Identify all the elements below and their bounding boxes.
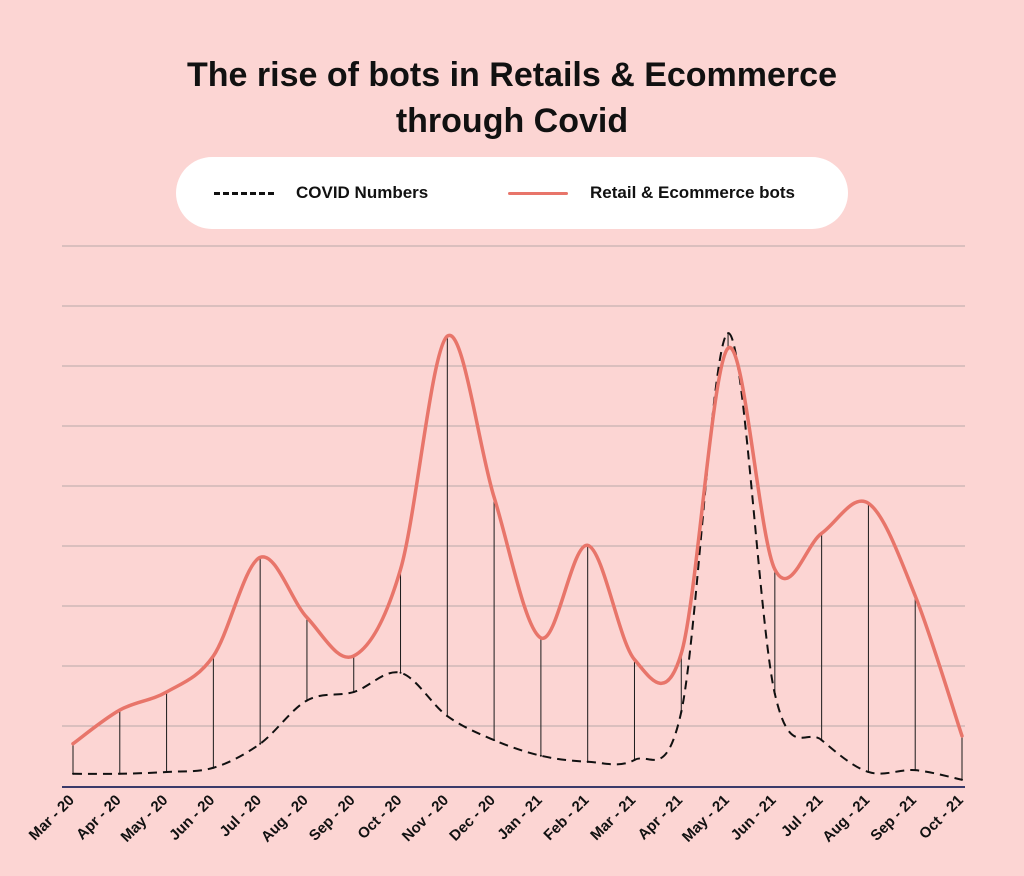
data-point-covid xyxy=(633,758,636,761)
x-tick-label: Sep - 20 xyxy=(306,792,359,845)
x-tick-label: Dec - 20 xyxy=(446,792,499,845)
data-point-bots xyxy=(165,690,169,694)
data-point-covid xyxy=(820,739,823,742)
data-point-bots xyxy=(679,652,683,656)
x-tick-label: Aug - 20 xyxy=(258,792,312,846)
chart-title-line-2: through Covid xyxy=(395,102,629,140)
x-tick-label: Mar - 21 xyxy=(587,792,639,844)
legend-item-covid: COVID Numbers xyxy=(214,157,428,229)
legend-label-covid: COVID Numbers xyxy=(296,183,429,202)
data-point-covid xyxy=(399,671,402,674)
data-point-covid xyxy=(305,699,308,702)
data-point-covid xyxy=(586,760,589,763)
data-point-bots xyxy=(539,636,543,640)
data-point-bots xyxy=(445,334,449,338)
data-point-covid xyxy=(680,710,683,713)
x-tick-label: Mar - 20 xyxy=(26,792,78,844)
data-point-bots xyxy=(586,543,590,547)
data-point-covid xyxy=(352,691,355,694)
x-tick-label: Apr - 21 xyxy=(635,792,687,844)
x-tick-label: Sep - 21 xyxy=(867,792,920,845)
data-point-bots xyxy=(726,346,730,350)
data-point-covid xyxy=(867,770,870,773)
legend-item-bots: Retail & Ecommerce bots xyxy=(508,157,795,229)
x-tick-label: Jan - 21 xyxy=(494,792,546,844)
data-point-covid xyxy=(914,769,917,772)
x-tick-label: Jun - 21 xyxy=(728,792,780,844)
data-point-bots xyxy=(913,594,917,598)
data-point-covid xyxy=(118,772,121,775)
chart-title-line-1: The rise of bots in Retails & Ecommerce xyxy=(187,56,837,94)
x-tick-label: Feb - 21 xyxy=(540,792,592,844)
data-point-covid xyxy=(539,754,542,757)
data-point-covid xyxy=(493,739,496,742)
data-point-covid xyxy=(212,766,215,769)
x-tick-label: Nov - 20 xyxy=(399,792,452,845)
x-tick-label: May - 21 xyxy=(679,792,733,846)
series-line-retail-ecommerce-bots xyxy=(71,333,964,746)
data-point-covid xyxy=(446,715,449,718)
data-point-bots xyxy=(492,495,496,499)
data-point-bots xyxy=(71,742,75,746)
series-line-covid-numbers xyxy=(72,332,963,781)
chart-title: The rise of bots in Retails & Ecommerce … xyxy=(0,52,1024,144)
data-point-bots xyxy=(258,555,262,559)
data-point-covid xyxy=(259,742,262,745)
data-point-bots xyxy=(960,734,964,738)
x-tick-label: Oct - 21 xyxy=(916,792,967,843)
data-point-bots xyxy=(118,708,122,712)
x-tick-label: May - 20 xyxy=(118,792,172,846)
legend-solid-line-swatch xyxy=(508,191,568,195)
x-tick-label: Aug - 21 xyxy=(819,792,873,846)
data-point-bots xyxy=(632,658,636,662)
x-tick-label: Oct - 20 xyxy=(354,792,405,843)
data-point-bots xyxy=(399,567,403,571)
data-point-covid xyxy=(72,772,74,775)
x-tick-label: Jun - 20 xyxy=(166,792,218,844)
x-tick-label: Apr - 20 xyxy=(73,792,125,844)
data-point-bots xyxy=(211,654,215,658)
data-point-bots xyxy=(866,501,870,505)
data-point-bots xyxy=(820,531,824,535)
data-point-bots xyxy=(305,615,309,619)
data-point-bots xyxy=(773,567,777,571)
legend-dashed-line-swatch xyxy=(214,191,274,195)
legend-label-bots: Retail & Ecommerce bots xyxy=(590,183,796,202)
chart-legend: COVID Numbers Retail & Ecommerce bots xyxy=(176,157,848,229)
data-point-covid xyxy=(773,692,776,695)
data-point-covid xyxy=(165,770,168,773)
data-point-covid xyxy=(961,778,963,781)
data-point-bots xyxy=(352,654,356,658)
data-point-covid xyxy=(727,332,730,335)
